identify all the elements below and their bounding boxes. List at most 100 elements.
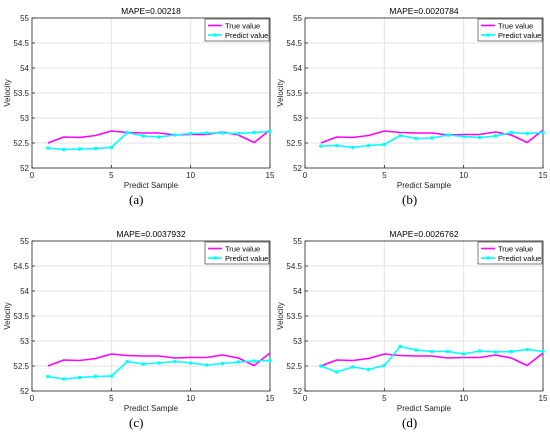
y-tick-label: 53 [293, 337, 302, 346]
predict-value-point [493, 134, 498, 138]
x-tick-label: 10 [186, 171, 195, 180]
predict-value-point [268, 358, 272, 363]
series-line-true-value [320, 352, 544, 367]
predict-value-point [319, 144, 323, 148]
x-tick-label: 0 [30, 394, 35, 403]
x-tick-label: 10 [459, 394, 468, 403]
x-tick-label: 5 [109, 394, 114, 403]
y-tick-label: 52.5 [13, 139, 29, 148]
predict-value-point [509, 130, 514, 135]
predict-value-point [366, 143, 371, 148]
predict-value-point [525, 347, 529, 352]
y-tick-label: 54 [293, 64, 302, 73]
legend-entry: True value [498, 21, 533, 30]
y-axis-label: Velocity [3, 79, 12, 107]
y-tick-label: 52 [293, 387, 302, 396]
y-tick-label: 55 [293, 14, 302, 23]
predict-value-point [382, 142, 387, 147]
predict-value-point [93, 146, 98, 151]
x-tick-label: 10 [459, 171, 468, 180]
y-tick-label: 55 [20, 237, 29, 246]
legend-swatch-marker [486, 256, 490, 260]
y-axis-label: Velocity [276, 79, 285, 107]
predict-value-point [509, 349, 514, 354]
predict-value-point [446, 349, 450, 354]
predict-value-point [541, 130, 545, 135]
x-tick-label: 5 [109, 171, 114, 180]
legend-entry: Predict value [498, 254, 541, 263]
predict-value-point [236, 360, 241, 364]
predict-value-point [461, 134, 466, 139]
x-tick-label: 15 [266, 171, 275, 180]
x-tick-label: 5 [382, 171, 387, 180]
y-tick-label: 52 [20, 164, 29, 173]
y-tick-label: 53.5 [13, 89, 29, 98]
predict-value-point [477, 135, 482, 140]
chart-panel-d: 0 5 10 15 52 52.5 53 53.5 54 54.5 55 MAPE=0.0026762… [276, 229, 548, 413]
predict-value-point [366, 367, 371, 372]
legend-entry: True value [498, 244, 533, 253]
chart-title: MAPE=0.0037932 [116, 229, 186, 239]
chart-title: MAPE=0.0026762 [389, 229, 459, 239]
predict-value-point [157, 135, 161, 139]
y-tick-label: 54.5 [286, 39, 302, 48]
x-axis-label: Predict Sample [124, 404, 179, 413]
predict-value-point [430, 349, 434, 354]
chart-panel-b: 0 5 10 15 52 52.5 53 53.5 54 54.5 55 MAPE=0.0020784… [276, 6, 548, 190]
chart-panel-c: 0 5 10 15 52 52.5 53 53.5 54 54.5 55 MAPE=0.0037932… [3, 229, 275, 413]
predict-value-point [125, 130, 129, 135]
predict-value-point [220, 361, 225, 366]
predict-value-point [46, 146, 50, 150]
y-tick-label: 53 [293, 114, 302, 123]
legend-entry: Predict value [225, 31, 268, 40]
predict-value-point [398, 133, 403, 138]
y-tick-label: 52 [20, 387, 29, 396]
y-tick-label: 52 [293, 164, 302, 173]
predict-value-point [252, 130, 256, 135]
predict-value-point [493, 350, 498, 354]
predict-value-point [204, 131, 209, 135]
y-tick-label: 53.5 [13, 312, 29, 321]
x-tick-label: 10 [186, 394, 195, 403]
x-axis-label: Predict Sample [124, 181, 179, 190]
predict-value-point [204, 363, 209, 367]
predict-value-point [414, 348, 418, 352]
predict-value-point [334, 143, 339, 148]
y-tick-label: 52.5 [286, 362, 302, 371]
predict-value-point [525, 131, 529, 136]
predict-value-point [382, 363, 387, 368]
predict-value-point [268, 129, 272, 134]
y-tick-label: 55 [20, 14, 29, 23]
x-tick-label: 0 [30, 171, 35, 180]
predict-value-point [446, 133, 450, 137]
predict-value-point [188, 361, 193, 365]
legend-swatch-marker [213, 33, 217, 37]
y-tick-label: 53.5 [286, 312, 302, 321]
predict-value-point [46, 374, 50, 379]
predict-value-point [173, 133, 177, 137]
predict-value-point [109, 145, 114, 150]
y-tick-label: 54 [293, 287, 302, 296]
y-tick-label: 52.5 [286, 139, 302, 148]
predict-value-point [77, 375, 82, 380]
predict-value-point [141, 134, 145, 138]
y-tick-label: 54.5 [13, 262, 29, 271]
predict-value-point [541, 349, 545, 354]
predict-value-point [350, 365, 355, 369]
y-tick-label: 54.5 [286, 262, 302, 271]
predict-value-point [220, 131, 225, 135]
predict-value-point [414, 136, 418, 141]
panel-label-c: (c) [129, 415, 144, 430]
y-tick-label: 54.5 [13, 39, 29, 48]
predict-value-point [109, 374, 114, 378]
x-tick-label: 15 [266, 394, 275, 403]
predict-value-point [430, 136, 434, 140]
y-tick-label: 53 [20, 114, 29, 123]
predict-value-point [93, 374, 98, 379]
predict-value-point [350, 145, 355, 150]
